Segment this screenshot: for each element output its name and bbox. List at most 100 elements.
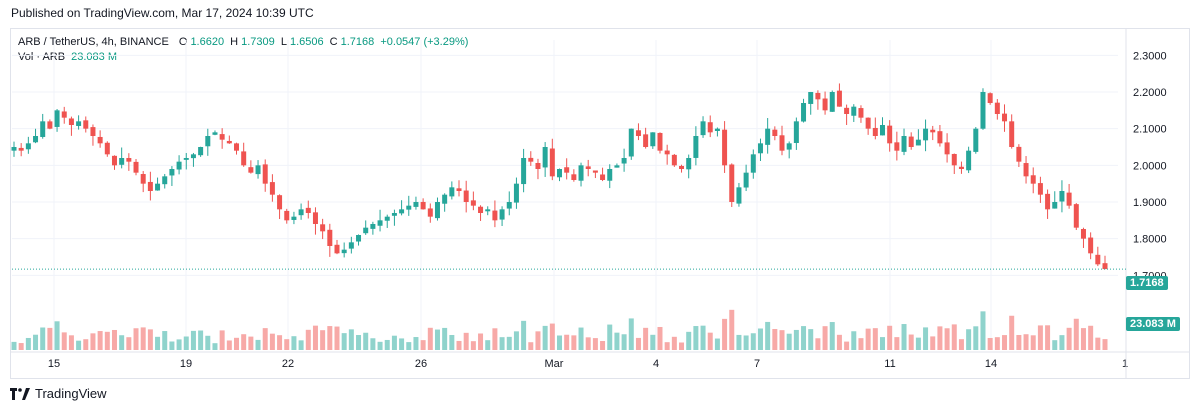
volume-bar [449,334,455,350]
candle-body [872,127,878,136]
volume-bar [671,336,677,350]
candle-body [1009,121,1015,147]
volume-bar [743,335,749,350]
volume-bar [183,336,189,350]
volume-bar [549,323,555,350]
candle-body [894,142,900,151]
volume-bar [176,339,182,350]
volume-bar [815,338,821,350]
volume-bar [11,341,17,350]
volume-bar [363,332,369,350]
candle-body [190,154,196,159]
candle-body [750,154,756,173]
volume-bar [1059,335,1065,350]
chart-frame[interactable] [10,28,1190,379]
volume-bar [722,318,728,350]
candle-body [542,147,548,168]
volume-bar [255,339,261,350]
candle-body [1023,163,1029,177]
volume-bar [930,336,936,350]
volume-bar [305,329,311,350]
candle-body [1102,263,1108,270]
candle-body [643,134,649,147]
y-tick-label: 1.8000 [1133,234,1167,246]
x-tick-label: 4 [653,358,659,370]
high-value: 1.7309 [241,36,275,48]
candle-body [434,202,440,219]
candle-body [621,158,627,164]
volume-bar [966,329,972,350]
candle-body [183,158,189,160]
volume-bar [111,329,117,350]
candle-body [679,165,685,169]
y-tick-label: 1.9000 [1133,197,1167,209]
volume-bar [528,342,534,350]
candle-body [219,134,225,140]
candle-body [413,202,419,207]
volume-bar [779,330,785,350]
x-tick-label: Mar [545,358,564,370]
volume-bar [714,338,720,350]
candle-body [951,153,957,166]
candle-body [399,209,405,214]
candle-body [320,224,326,232]
volume-bar [772,328,778,350]
volume-bar [198,330,204,350]
volume-bar [844,341,850,350]
candle-body [628,128,634,157]
volume-bar [801,326,807,350]
published-caption: Published on TradingView.com, Mar 17, 20… [11,6,314,20]
volume-bar [434,329,440,350]
volume-bar [76,340,82,350]
candle-body [33,136,39,143]
candle-body [908,136,914,147]
volume-bar [951,324,957,350]
candle-body [470,200,476,206]
x-tick-label: 11 [884,358,895,370]
candle-body [858,108,864,118]
volume-bar [621,334,627,350]
candle-body [269,182,275,195]
y-tick-label: 2.1000 [1133,124,1167,136]
candle-body [25,143,31,150]
volume-bar [679,342,685,350]
volume-bar [506,336,512,350]
candle-body [700,121,706,136]
candle-body [592,170,598,173]
candle-body [923,128,929,141]
candle-body [714,128,720,131]
volume-bar [47,327,53,350]
candle-body [808,92,814,104]
candle-body [341,249,347,254]
volume-bar [571,335,577,350]
candle-body [887,125,893,144]
candle-body [779,135,785,151]
candle-body [212,132,218,135]
candle-body [327,229,333,246]
volume-bar [219,330,225,350]
volume-bar [1037,325,1043,350]
volume-bar [442,327,448,350]
volume-bar [585,337,591,350]
volume-bar [786,333,792,350]
volume-bar [348,329,354,350]
volume-bar [356,335,362,350]
candle-body [377,220,383,226]
candle-body [97,136,103,144]
volume-label[interactable]: Vol · ARB [18,51,66,63]
candle-body [528,157,534,162]
candle-body [140,174,146,184]
volume-bar [1009,315,1015,350]
tradingview-footer[interactable]: TradingView [10,386,107,401]
volume-bar [635,337,641,350]
candle-body [176,161,182,170]
symbol-label[interactable]: ARB / TetherUS, 4h, BINANCE [18,36,169,48]
candle-body [650,132,656,147]
candle-body [284,210,290,221]
volume-bar [872,328,878,350]
candle-body [851,106,857,116]
candle-body [736,187,742,204]
candle-body [356,235,362,242]
candle-body [61,111,67,118]
